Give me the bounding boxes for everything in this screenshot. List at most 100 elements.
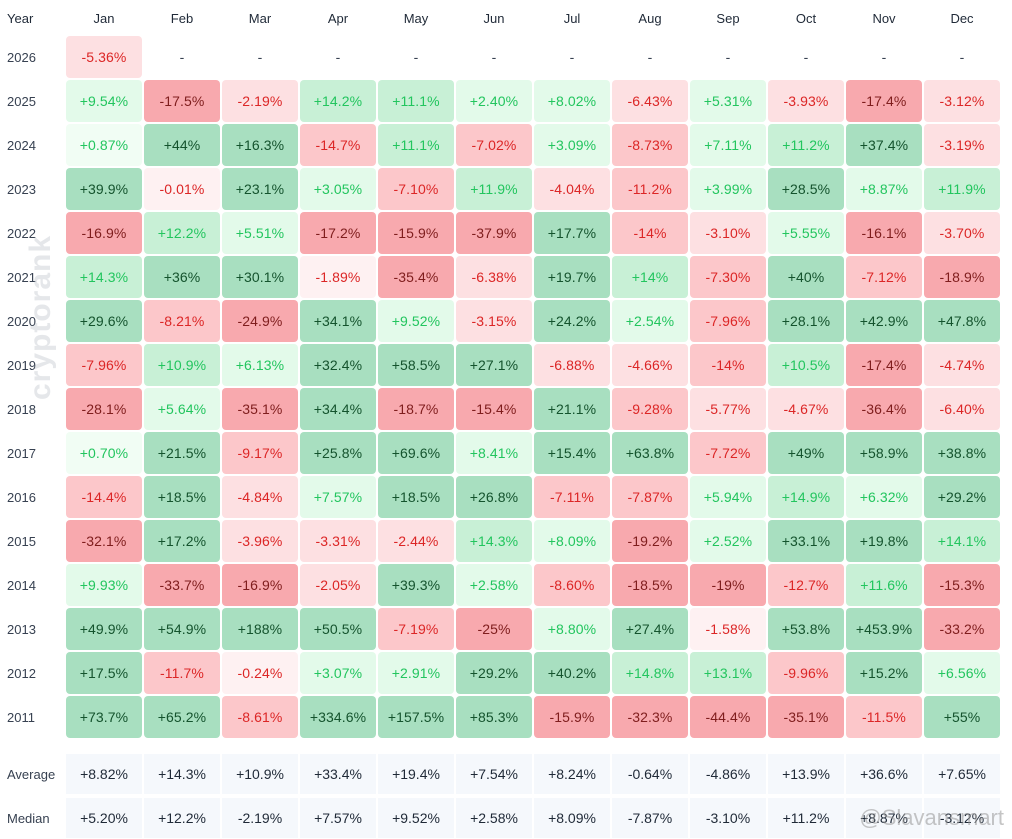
return-cell: -3.15% <box>456 300 532 342</box>
summary-cell: +19.4% <box>378 754 454 794</box>
return-cell: +39.3% <box>378 564 454 606</box>
summary-cell: +11.2% <box>768 798 844 838</box>
return-cell: +53.8% <box>768 608 844 650</box>
return-cell: -18.7% <box>378 388 454 430</box>
return-cell: +39.9% <box>66 168 142 210</box>
return-cell: -18.9% <box>924 256 1000 298</box>
return-cell: +0.87% <box>66 124 142 166</box>
return-cell: +34.1% <box>300 300 376 342</box>
month-header-aug: Aug <box>638 10 662 26</box>
return-cell: +2.58% <box>456 564 532 606</box>
return-cell: -1.89% <box>300 256 376 298</box>
return-cell: -33.7% <box>144 564 220 606</box>
year-label-2019: 2019 <box>7 357 36 373</box>
return-cell: +58.5% <box>378 344 454 386</box>
return-cell: -9.17% <box>222 432 298 474</box>
return-cell: -7.96% <box>66 344 142 386</box>
year-label-2026: 2026 <box>7 49 36 65</box>
return-cell: - <box>569 49 575 65</box>
summary-spacer <box>66 740 142 754</box>
return-cell: -36.4% <box>846 388 922 430</box>
return-cell: +9.54% <box>66 80 142 122</box>
return-cell: +21.5% <box>144 432 220 474</box>
year-column-header: Year <box>7 10 34 26</box>
return-cell: +11.1% <box>378 80 454 122</box>
return-cell: +5.31% <box>690 80 766 122</box>
return-cell: +2.40% <box>456 80 532 122</box>
return-cell: - <box>179 49 185 65</box>
return-cell: +14% <box>612 256 688 298</box>
summary-cell: +2.58% <box>456 798 532 838</box>
summary-cell: +7.57% <box>300 798 376 838</box>
return-cell: - <box>725 49 731 65</box>
return-cell: +8.87% <box>846 168 922 210</box>
return-cell: -4.66% <box>612 344 688 386</box>
summary-label-average: Average <box>7 766 56 782</box>
return-cell: +36% <box>144 256 220 298</box>
summary-cell: -4.86% <box>690 754 766 794</box>
return-cell: -4.74% <box>924 344 1000 386</box>
return-cell: -3.70% <box>924 212 1000 254</box>
return-cell: +6.13% <box>222 344 298 386</box>
return-cell: +8.09% <box>534 520 610 562</box>
return-cell: -11.7% <box>144 652 220 694</box>
return-cell: +19.8% <box>846 520 922 562</box>
summary-cell: +5.20% <box>66 798 142 838</box>
summary-spacer <box>534 740 610 754</box>
return-cell: +29.6% <box>66 300 142 342</box>
summary-spacer <box>924 740 1000 754</box>
return-cell: +8.02% <box>534 80 610 122</box>
return-cell: -35.1% <box>222 388 298 430</box>
return-cell: +26.8% <box>456 476 532 518</box>
year-label-2022: 2022 <box>7 225 36 241</box>
return-cell: -8.60% <box>534 564 610 606</box>
return-cell: +73.7% <box>66 696 142 738</box>
summary-cell: +10.9% <box>222 754 298 794</box>
return-cell: +13.1% <box>690 652 766 694</box>
return-cell: -7.12% <box>846 256 922 298</box>
return-cell: - <box>335 49 341 65</box>
return-cell: +29.2% <box>456 652 532 694</box>
year-label-2018: 2018 <box>7 401 36 417</box>
summary-cell: +8.82% <box>66 754 142 794</box>
return-cell: +18.5% <box>144 476 220 518</box>
return-cell: -7.19% <box>378 608 454 650</box>
year-label-2015: 2015 <box>7 533 36 549</box>
return-cell: -14.7% <box>300 124 376 166</box>
return-cell: -3.12% <box>924 80 1000 122</box>
return-cell: -12.7% <box>768 564 844 606</box>
return-cell: +58.9% <box>846 432 922 474</box>
return-cell: -18.5% <box>612 564 688 606</box>
return-cell: -2.19% <box>222 80 298 122</box>
return-cell: -37.9% <box>456 212 532 254</box>
return-cell: +5.55% <box>768 212 844 254</box>
year-label-2014: 2014 <box>7 577 36 593</box>
return-cell: +8.80% <box>534 608 610 650</box>
month-header-feb: Feb <box>170 10 194 26</box>
return-cell: +11.2% <box>768 124 844 166</box>
return-cell: -0.24% <box>222 652 298 694</box>
return-cell: -2.44% <box>378 520 454 562</box>
month-header-jan: Jan <box>93 10 115 26</box>
return-cell: -8.73% <box>612 124 688 166</box>
return-cell: -7.96% <box>690 300 766 342</box>
return-cell: +3.05% <box>300 168 376 210</box>
summary-spacer <box>846 740 922 754</box>
return-cell: +18.5% <box>378 476 454 518</box>
return-cell: +157.5% <box>378 696 454 738</box>
return-cell: -24.9% <box>222 300 298 342</box>
return-cell: -6.38% <box>456 256 532 298</box>
return-cell: +32.4% <box>300 344 376 386</box>
return-cell: - <box>959 49 965 65</box>
return-cell: +44% <box>144 124 220 166</box>
return-cell: -15.3% <box>924 564 1000 606</box>
return-cell: +19.7% <box>534 256 610 298</box>
return-cell: -14.4% <box>66 476 142 518</box>
summary-cell: -3.10% <box>690 798 766 838</box>
return-cell: +14.3% <box>456 520 532 562</box>
summary-cell: +8.87% <box>846 798 922 838</box>
return-cell: -16.9% <box>222 564 298 606</box>
return-cell: -6.40% <box>924 388 1000 430</box>
return-cell: - <box>257 49 263 65</box>
